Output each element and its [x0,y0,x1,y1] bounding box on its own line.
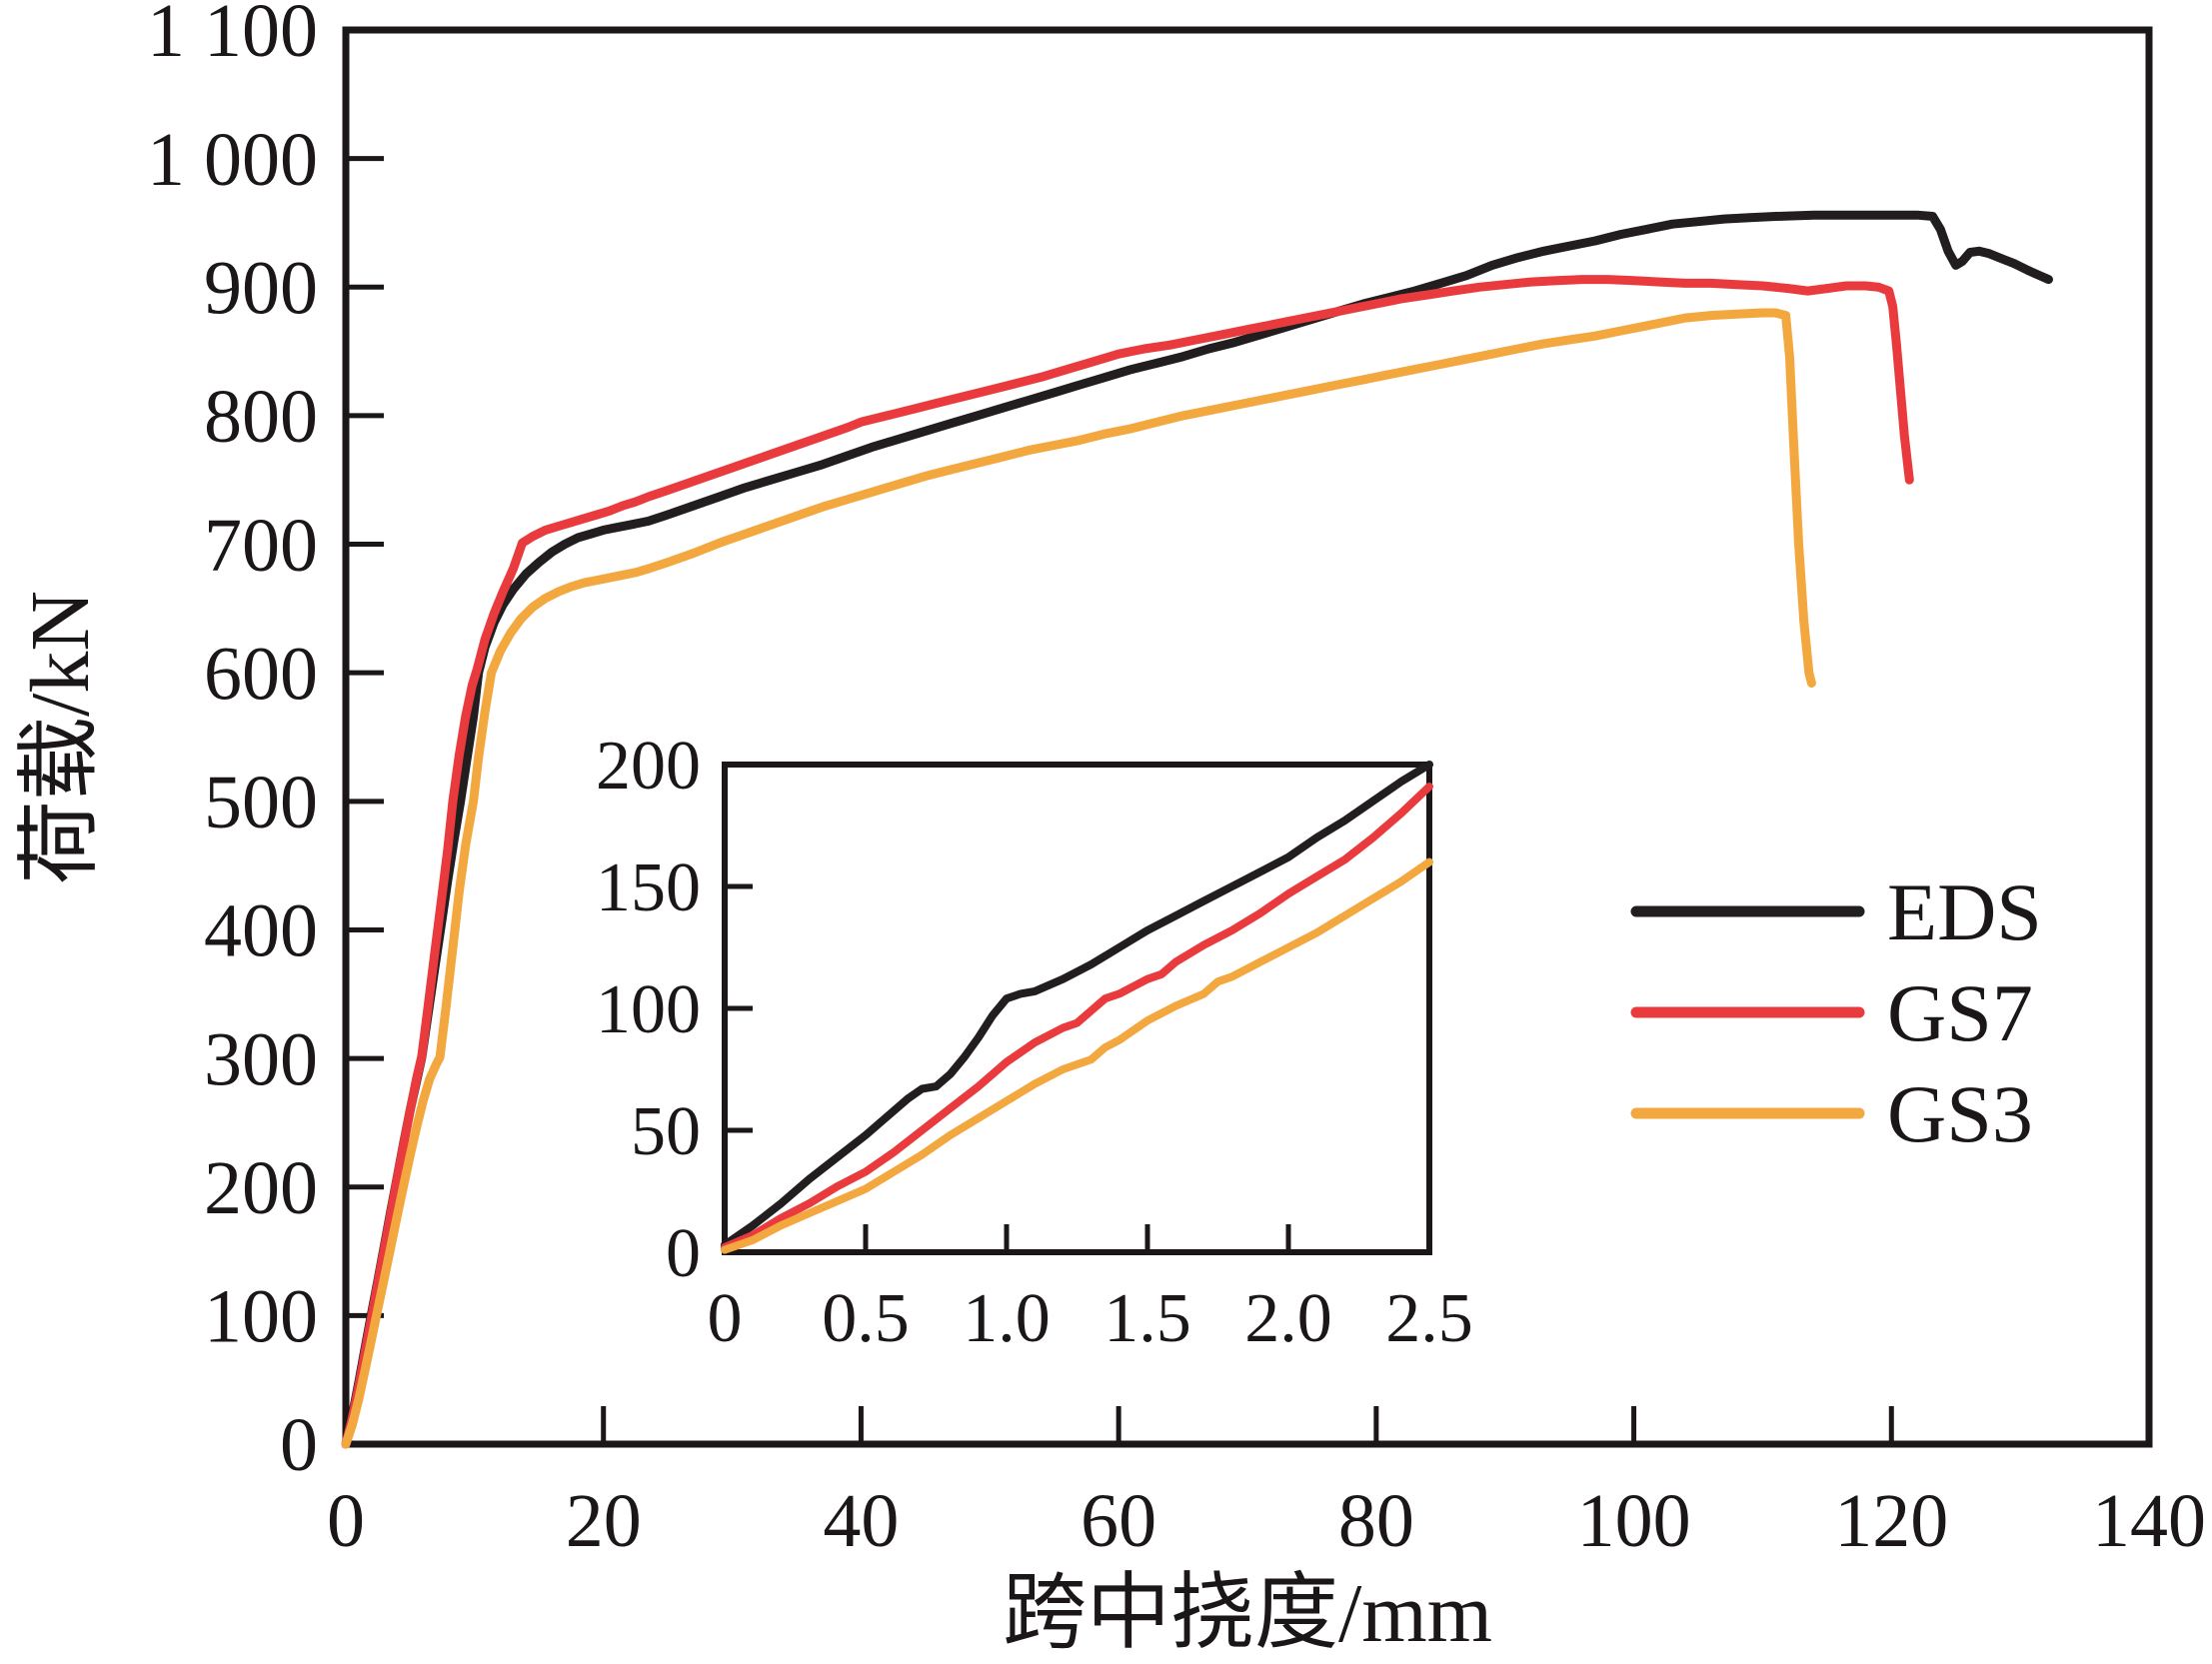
x-tick-label: 0 [708,1280,743,1357]
x-tick-label: 80 [1338,1479,1414,1563]
y-tick-label: 150 [596,849,701,926]
y-tick-label: 900 [204,246,318,330]
legend-label-GS3: GS3 [1887,1068,2033,1159]
y-tick-label: 400 [204,889,318,973]
main-plot: 0 20 40 60 80 100 120 1400100200300400500600700… [147,0,2206,1563]
x-axis-title: 跨中挠度/mm [1003,1567,1492,1660]
y-tick-label: 200 [204,1146,318,1230]
y-tick-label: 600 [204,632,318,716]
x-tick-label: 1.0 [963,1280,1051,1357]
y-tick-label: 100 [596,971,701,1048]
y-tick-label: 0 [280,1403,318,1487]
x-tick-label: 1.5 [1104,1280,1191,1357]
x-tick-label: 0 [327,1479,365,1563]
x-tick-label: 2.0 [1244,1280,1332,1357]
x-tick-label: 60 [1081,1479,1156,1563]
y-tick-label: 500 [204,761,318,844]
x-tick-label: 2.5 [1385,1280,1473,1357]
series-EDS [721,761,1433,1249]
series-GS7 [721,783,1433,1252]
y-tick-label: 100 [204,1275,318,1359]
y-tick-label: 1 000 [147,118,318,202]
plot-border [342,26,2153,1448]
x-tick-label: 0.5 [822,1280,910,1357]
series-GS7 [341,275,1914,1449]
x-tick-label: 120 [1834,1479,1948,1563]
series-GS3 [721,857,1433,1254]
y-tick-label: 200 [596,728,701,805]
y-tick-label: 700 [204,504,318,588]
y-tick-label: 800 [204,375,318,459]
inset-plot: 0 0.5 1.0 1.5 2.0 2.5 0 50 100 150 200 [596,728,1473,1357]
x-tick-label: 20 [566,1479,642,1563]
y-axis-title: 荷载/kN [14,591,107,884]
x-tick-label: 100 [1577,1479,1691,1563]
legend-label-GS7: GS7 [1887,967,2033,1058]
y-tick-label: 0 [666,1215,701,1292]
y-tick-label: 1 100 [147,0,318,73]
y-tick-label: 50 [631,1093,701,1170]
legend-label-EDS: EDS [1887,866,2042,957]
x-tick-label: 140 [2092,1479,2206,1563]
legend: EDS GS7 GS3 [1630,866,2042,1159]
series-GS3 [341,308,1816,1449]
x-tick-label: 40 [823,1479,899,1563]
y-tick-label: 300 [204,1017,318,1101]
